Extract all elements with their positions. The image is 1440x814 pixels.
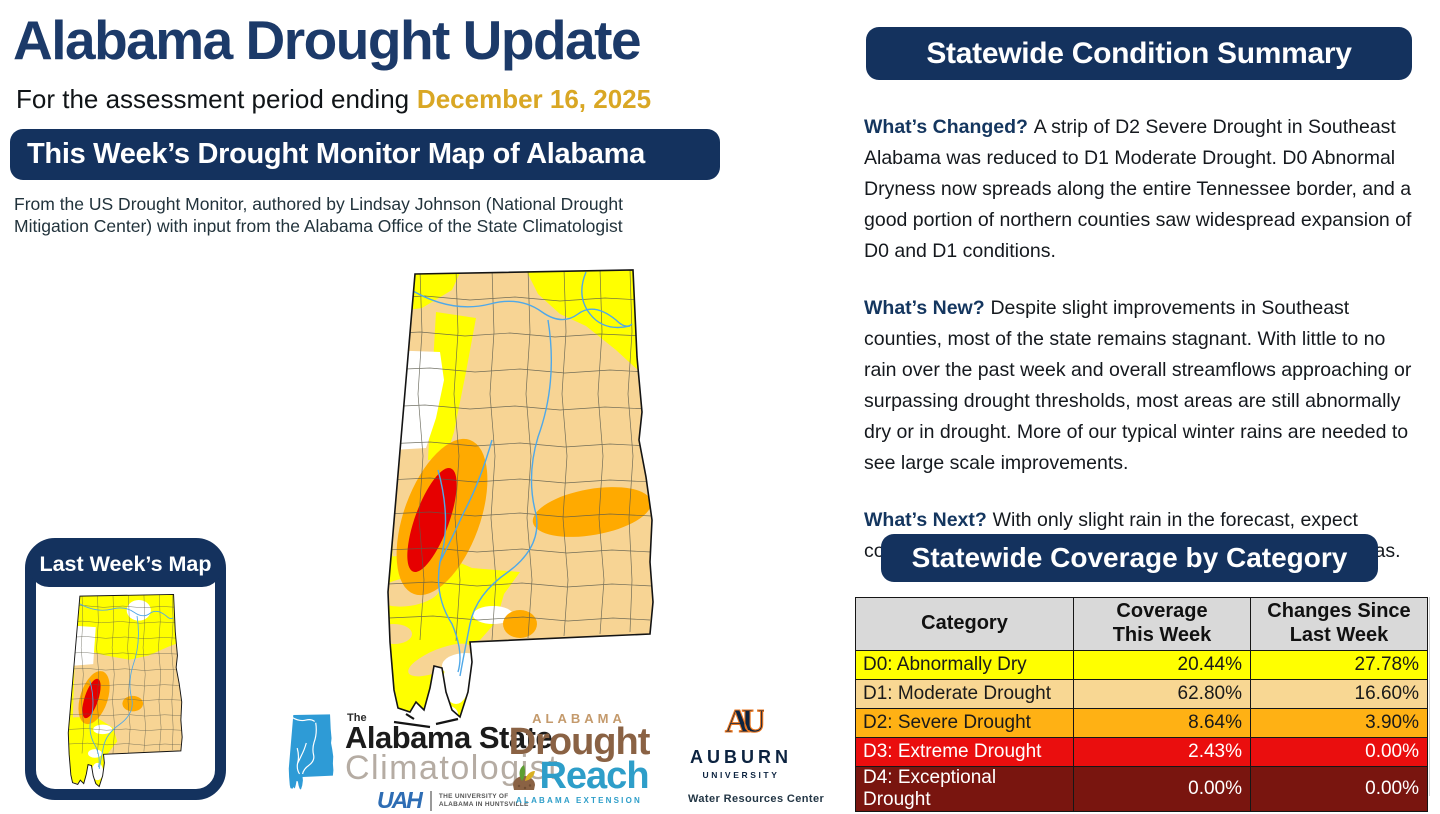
change-cell: 16.60% bbox=[1250, 679, 1428, 709]
coverage-table: Category Coverage This Week Changes Since… bbox=[855, 597, 1428, 812]
last-week-map-label: Last Week’s Map bbox=[29, 542, 222, 587]
drought-monitor-map bbox=[387, 269, 654, 729]
coverage-row-d1: D1: Moderate Drought 62.80% 16.60% bbox=[855, 679, 1428, 709]
uah-wordmark-icon: UAH bbox=[377, 787, 423, 813]
changes-column-header: Changes Since Last Week bbox=[1250, 597, 1428, 651]
change-cell: 0.00% bbox=[1250, 766, 1428, 812]
page-title: Alabama Drought Update bbox=[13, 9, 642, 71]
whats-new-paragraph: What’s New? Despite slight improvements i… bbox=[864, 297, 1412, 474]
whats-changed-paragraph: What’s Changed? A strip of D2 Severe Drou… bbox=[864, 116, 1412, 262]
statewide-condition-summary-banner: Statewide Condition Summary bbox=[866, 27, 1412, 80]
coverage-table-header: Category Coverage This Week Changes Since… bbox=[855, 597, 1428, 651]
change-cell: 0.00% bbox=[1250, 737, 1428, 767]
coverage-cell: 8.64% bbox=[1073, 708, 1251, 738]
category-cell: D0: Abnormally Dry bbox=[855, 650, 1074, 680]
alabama-state-climatologist-logo: The Alabama State Climatologist UAH THE … bbox=[283, 713, 559, 814]
condition-summary-text: What’s Changed? A strip of D2 Severe Drou… bbox=[864, 112, 1418, 593]
spreadsheet-gridline bbox=[1429, 597, 1430, 796]
county-lines bbox=[388, 270, 653, 642]
coverage-cell: 0.00% bbox=[1073, 766, 1251, 812]
change-cell: 27.78% bbox=[1250, 650, 1428, 680]
coverage-cell: 62.80% bbox=[1073, 679, 1251, 709]
assessment-date: December 16, 2025 bbox=[416, 84, 652, 114]
statewide-coverage-banner: Statewide Coverage by Category bbox=[881, 534, 1378, 582]
coverage-row-d3: D3: Extreme Drought 2.43% 0.00% bbox=[855, 737, 1428, 767]
change-cell: 3.90% bbox=[1250, 708, 1428, 738]
coastal-islands bbox=[393, 713, 459, 729]
auburn-university: UNIVERSITY bbox=[702, 770, 780, 780]
water-resources-center: Water Resources Center bbox=[688, 793, 825, 805]
state-outline bbox=[387, 269, 654, 719]
asc-the: The bbox=[347, 712, 367, 724]
coverage-row-d0: D0: Abnormally Dry 20.44% 27.78% bbox=[855, 650, 1428, 680]
alabama-silhouette-icon bbox=[288, 714, 334, 790]
category-cell: D4: Exceptional Drought bbox=[855, 766, 1074, 812]
coverage-cell: 2.43% bbox=[1073, 737, 1251, 767]
auburn-name: AUBURN bbox=[690, 747, 792, 767]
last-week-map-card: Last Week’s Map bbox=[25, 538, 226, 800]
category-cell: D3: Extreme Drought bbox=[855, 737, 1074, 767]
whats-next-lead: What’s Next? bbox=[864, 509, 987, 531]
asc-name-line1: Alabama State bbox=[345, 720, 553, 755]
d3-region bbox=[407, 467, 457, 573]
map-attribution: From the US Drought Monitor, authored by… bbox=[14, 194, 623, 236]
coverage-row-d2: D2: Severe Drought 8.64% 3.90% bbox=[855, 708, 1428, 738]
whats-new-lead: What’s New? bbox=[864, 297, 985, 319]
uah-university-text: THE UNIVERSITY OF ALABAMA IN HUNTSVILLE bbox=[438, 792, 529, 808]
category-cell: D1: Moderate Drought bbox=[855, 679, 1074, 709]
auburn-wrc-logo: AU AUBURN UNIVERSITY Water Resources Cen… bbox=[688, 702, 825, 805]
last-week-map bbox=[67, 593, 183, 788]
divider bbox=[429, 790, 432, 811]
drought-reach-word2: Reach bbox=[539, 755, 649, 797]
svg-text:AU: AU bbox=[725, 703, 764, 740]
au-monogram-icon: AU bbox=[724, 702, 774, 740]
rivers bbox=[407, 271, 633, 677]
coverage-cell: 20.44% bbox=[1073, 650, 1251, 680]
coverage-column-header: Coverage This Week bbox=[1073, 597, 1251, 651]
this-week-map-banner: This Week’s Drought Monitor Map of Alaba… bbox=[10, 129, 720, 180]
whats-changed-lead: What’s Changed? bbox=[864, 116, 1028, 138]
assessment-period-subtitle: For the assessment period ending December… bbox=[16, 84, 651, 115]
leaf-soil-icon bbox=[513, 765, 536, 790]
alabama-drought-reach-logo: ALABAMA Drought Reach ALABAMA EXTENSION bbox=[508, 711, 651, 805]
coverage-row-d4: D4: Exceptional Drought 0.00% 0.00% bbox=[855, 766, 1428, 812]
drought-reach-alabama: ALABAMA bbox=[532, 711, 626, 726]
alabama-extension-text: ALABAMA EXTENSION bbox=[516, 796, 642, 805]
category-cell: D2: Severe Drought bbox=[855, 708, 1074, 738]
subtitle-prefix: For the assessment period ending bbox=[16, 84, 410, 114]
category-column-header: Category bbox=[855, 597, 1074, 651]
drought-reach-word1: Drought bbox=[508, 721, 651, 763]
